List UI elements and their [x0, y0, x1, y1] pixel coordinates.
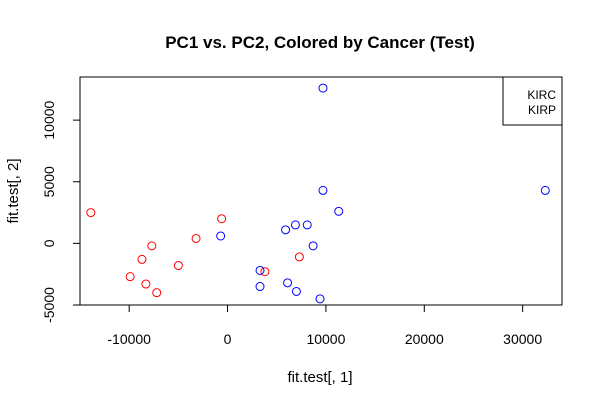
point-kirp — [281, 225, 291, 235]
x-tick-label: 0 — [224, 331, 232, 347]
y-tick-label: -5000 — [41, 287, 57, 323]
point-kirc — [141, 279, 151, 289]
legend: KIRC KIRP — [502, 76, 563, 126]
x-axis-label: fit.test[, 1] — [287, 369, 352, 386]
plot-frame — [79, 76, 563, 306]
legend-label-kirp: KIRP — [528, 103, 556, 117]
x-tick-label: 10000 — [306, 331, 345, 347]
x-tick-label: 30000 — [503, 331, 542, 347]
point-kirp — [540, 185, 550, 195]
point-kirp — [315, 294, 325, 304]
y-tick-label: 10000 — [41, 100, 57, 139]
point-kirc — [125, 272, 135, 282]
point-kirp — [255, 282, 265, 292]
point-kirc — [260, 267, 270, 277]
point-kirp — [283, 278, 293, 288]
point-kirp — [302, 220, 312, 230]
point-kirc — [147, 241, 157, 251]
point-kirp — [290, 220, 300, 230]
point-kirp — [255, 265, 265, 275]
x-tick-label: 20000 — [405, 331, 444, 347]
y-axis: -5000 0 5000 10000 — [41, 100, 81, 323]
point-kirp — [318, 185, 328, 195]
point-kirp — [334, 206, 344, 216]
point-kirc — [294, 252, 304, 262]
point-kirc — [217, 214, 227, 224]
x-tick-label: -10000 — [107, 331, 151, 347]
y-tick-label: 0 — [41, 239, 57, 247]
point-kirp — [216, 231, 226, 241]
point-kirp — [291, 286, 301, 296]
y-axis-label: fit.test[, 2] — [5, 158, 22, 223]
legend-label-kirc: KIRC — [527, 88, 556, 102]
point-kirc — [152, 288, 162, 298]
point-kirc — [137, 254, 147, 264]
point-kirp — [308, 241, 318, 251]
y-tick-label: 5000 — [41, 166, 57, 197]
data-points — [86, 83, 550, 304]
legend-box — [502, 76, 563, 126]
chart-title: PC1 vs. PC2, Colored by Cancer (Test) — [165, 33, 475, 52]
point-kirc — [173, 261, 183, 271]
point-kirc — [86, 208, 96, 218]
point-kirp — [318, 83, 328, 93]
x-axis: -10000 0 10000 20000 30000 — [107, 304, 542, 347]
point-kirc — [191, 233, 201, 243]
